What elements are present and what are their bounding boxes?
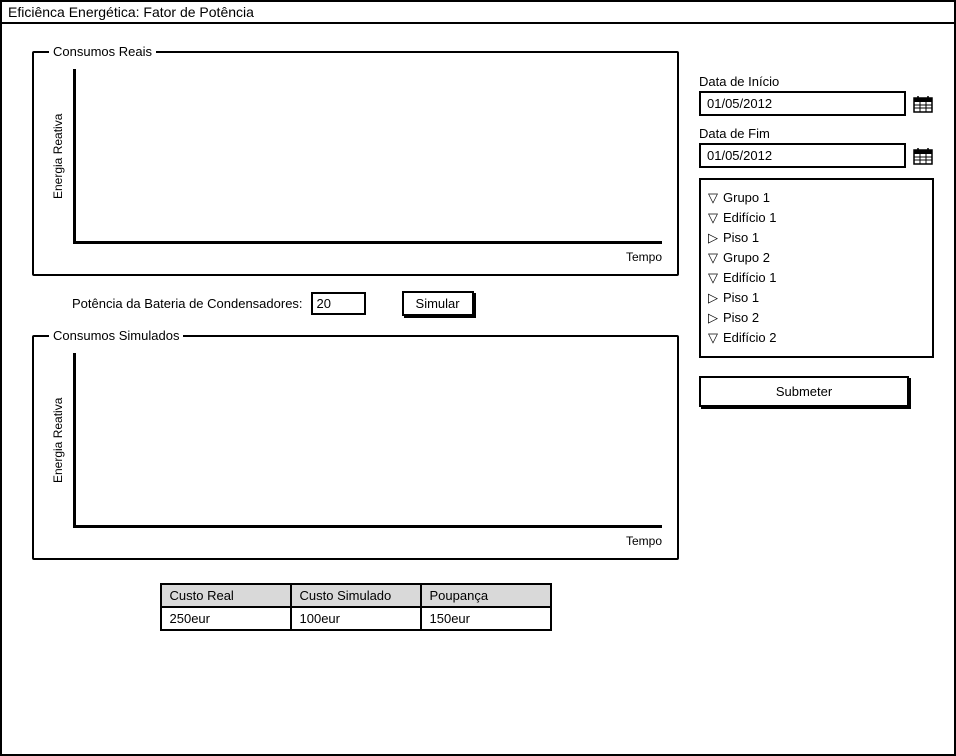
simulate-button[interactable]: Simular	[402, 291, 474, 316]
tree-item-label: Piso 1	[723, 230, 759, 245]
tree-item-label: Edifício 1	[723, 210, 776, 225]
cost-table-header-row: Custo Real Custo Simulado Poupança	[161, 584, 551, 607]
tree-item-label: Piso 1	[723, 290, 759, 305]
left-column: Consumos Reais Energia Reativa Tempo Pot…	[32, 44, 679, 631]
cost-header-sim: Custo Simulado	[291, 584, 421, 607]
bar-pair	[381, 526, 529, 528]
sim-chart-xlabel: Tempo	[626, 534, 662, 548]
cost-header-real: Custo Real	[161, 584, 291, 607]
real-chart-bars	[73, 69, 662, 244]
cost-table: Custo Real Custo Simulado Poupança 250eu…	[160, 583, 552, 631]
submit-button[interactable]: Submeter	[699, 376, 909, 407]
tree-item[interactable]: ▽ Grupo 2	[707, 248, 926, 268]
bar	[454, 242, 529, 244]
right-column: Data de Início Data de Fim	[699, 44, 934, 631]
start-date-input[interactable]	[699, 91, 906, 116]
location-tree: ▽ Grupo 1 ▽ Edifício 1 ▷ Piso 1 ▽ Grupo 2 ▽ Edifí…	[699, 178, 934, 358]
sim-consumption-group: Consumos Simulados Energia Reativa Tempo	[32, 328, 679, 560]
calendar-icon[interactable]	[912, 94, 934, 114]
start-date-row	[699, 91, 934, 116]
bar-pair	[163, 242, 311, 244]
chevron-down-icon[interactable]: ▽	[707, 210, 719, 226]
bar	[163, 242, 238, 244]
bar	[454, 526, 529, 528]
content-area: Consumos Reais Energia Reativa Tempo Pot…	[2, 24, 954, 641]
real-chart-xlabel: Tempo	[626, 250, 662, 264]
tree-item[interactable]: ▽ Edifício 2	[707, 328, 926, 348]
tree-item[interactable]: ▷ Piso 2	[707, 308, 926, 328]
bar-pair	[163, 526, 311, 528]
chevron-right-icon[interactable]: ▷	[707, 290, 719, 306]
sim-chart-plot: Tempo	[73, 353, 662, 548]
cost-header-savings: Poupança	[421, 584, 551, 607]
sim-consumption-legend: Consumos Simulados	[49, 328, 183, 343]
chevron-down-icon[interactable]: ▽	[707, 330, 719, 346]
tree-item-label: Grupo 2	[723, 250, 770, 265]
window-title: Eficiênca Energética: Fator de Potência	[2, 2, 954, 24]
tree-item[interactable]: ▽ Edifício 1	[707, 208, 926, 228]
chevron-down-icon[interactable]: ▽	[707, 190, 719, 206]
simulation-controls: Potência da Bateria de Condensadores: Si…	[72, 291, 679, 316]
real-consumption-group: Consumos Reais Energia Reativa Tempo	[32, 44, 679, 276]
sim-chart-bars	[73, 353, 662, 528]
chevron-down-icon[interactable]: ▽	[707, 270, 719, 286]
bar	[381, 242, 456, 244]
app-window: Eficiênca Energética: Fator de Potência …	[0, 0, 956, 756]
sim-chart-ylabel: Energia Reativa	[49, 353, 67, 528]
chevron-right-icon[interactable]: ▷	[707, 310, 719, 326]
cost-table-value-row: 250eur 100eur 150eur	[161, 607, 551, 630]
sim-chart: Energia Reativa Tempo	[49, 353, 662, 548]
tree-item[interactable]: ▽ Grupo 1	[707, 188, 926, 208]
real-chart: Energia Reativa Tempo	[49, 69, 662, 264]
bar	[163, 526, 238, 528]
calendar-icon[interactable]	[912, 146, 934, 166]
bar	[236, 526, 311, 528]
real-chart-plot: Tempo	[73, 69, 662, 264]
end-date-label: Data de Fim	[699, 126, 934, 141]
cost-value-real: 250eur	[161, 607, 291, 630]
bar	[236, 242, 311, 244]
tree-item-label: Edifício 2	[723, 330, 776, 345]
bar	[381, 526, 456, 528]
tree-item[interactable]: ▷ Piso 1	[707, 288, 926, 308]
capacitor-power-input[interactable]	[311, 292, 366, 315]
cost-value-sim: 100eur	[291, 607, 421, 630]
real-chart-ylabel: Energia Reativa	[49, 69, 67, 244]
chevron-down-icon[interactable]: ▽	[707, 250, 719, 266]
tree-item-label: Piso 2	[723, 310, 759, 325]
start-date-label: Data de Início	[699, 74, 934, 89]
real-consumption-legend: Consumos Reais	[49, 44, 156, 59]
chevron-right-icon[interactable]: ▷	[707, 230, 719, 246]
end-date-row	[699, 143, 934, 168]
cost-value-savings: 150eur	[421, 607, 551, 630]
tree-item[interactable]: ▽ Edifício 1	[707, 268, 926, 288]
capacitor-power-label: Potência da Bateria de Condensadores:	[72, 296, 303, 311]
end-date-input[interactable]	[699, 143, 906, 168]
tree-item[interactable]: ▷ Piso 1	[707, 228, 926, 248]
bar-pair	[381, 242, 529, 244]
tree-item-label: Edifício 1	[723, 270, 776, 285]
tree-item-label: Grupo 1	[723, 190, 770, 205]
